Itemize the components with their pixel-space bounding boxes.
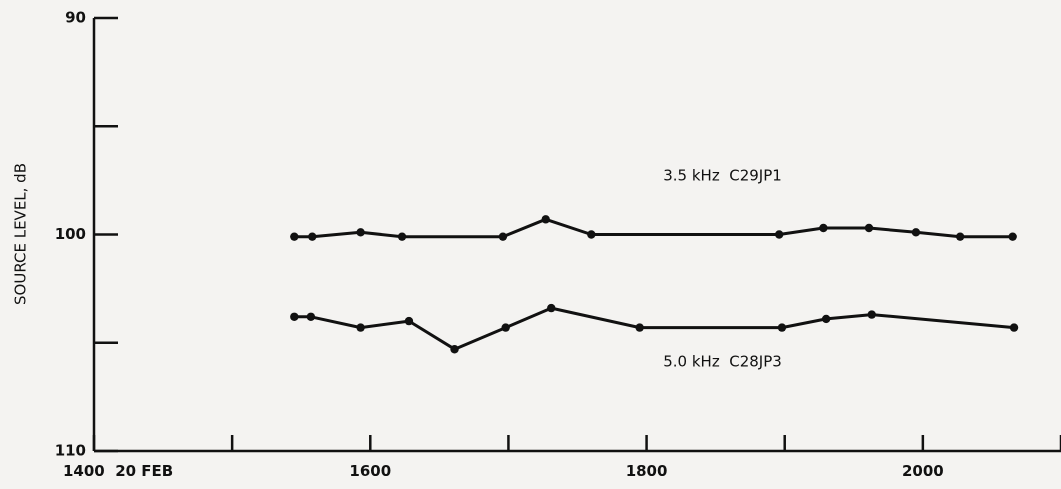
data-point — [404, 316, 414, 326]
data-point — [587, 230, 596, 239]
data-point — [450, 345, 459, 354]
data-point — [501, 323, 510, 332]
data-point — [1008, 232, 1017, 241]
data-point — [819, 223, 828, 233]
series-annotation: 5.0 kHz C28JP3 — [663, 353, 782, 371]
data-point — [308, 232, 317, 241]
y-tick-label: 110 — [55, 442, 86, 460]
data-point — [290, 232, 299, 241]
data-point — [306, 312, 316, 321]
data-point — [356, 323, 365, 332]
y-ticks: 90 100 110 — [55, 9, 118, 460]
data-point — [290, 312, 299, 321]
data-point — [356, 228, 365, 237]
series-line-1 — [294, 306, 1015, 351]
x-tick-label: 2000 — [902, 462, 944, 480]
x-tick-label: 1800 — [626, 462, 668, 480]
x-tick-label: 1400 20 FEB — [63, 462, 173, 480]
data-point — [867, 310, 876, 319]
x-ticks: 1400 20 FEB 1600 1800 2000 — [63, 435, 1061, 480]
series-group — [290, 215, 1019, 354]
data-point — [821, 314, 831, 324]
data-point — [1009, 323, 1019, 332]
series-annotation: 3.5 kHz C29JP1 — [663, 167, 782, 185]
x-tick-label: 1600 — [349, 462, 391, 480]
annotations: 3.5 kHz C29JP1 5.0 kHz C28JP3 — [663, 167, 782, 371]
data-point — [547, 303, 556, 313]
data-point — [541, 215, 550, 224]
data-point — [864, 223, 874, 233]
data-point — [911, 228, 921, 237]
data-point — [774, 230, 784, 239]
data-point — [955, 232, 965, 241]
y-tick-label: 90 — [65, 9, 86, 27]
data-point — [777, 323, 787, 332]
y-tick-label: 100 — [55, 225, 86, 243]
data-point — [635, 323, 644, 332]
data-point — [498, 232, 508, 241]
y-axis-label: SOURCE LEVEL, dB — [12, 163, 30, 305]
data-point — [397, 232, 407, 241]
